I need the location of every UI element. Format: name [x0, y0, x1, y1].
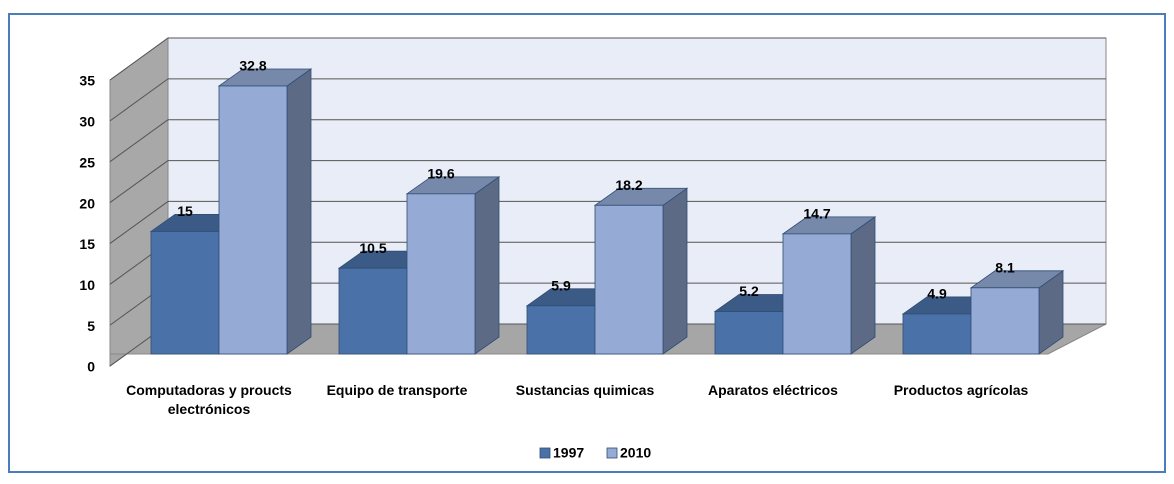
legend-swatch — [606, 447, 618, 459]
legend-label: 1997 — [553, 445, 584, 461]
bar — [217, 68, 313, 355]
bar-side — [474, 176, 500, 355]
bar-front — [970, 287, 1040, 355]
data-label: 32.8 — [239, 58, 266, 74]
bar-front — [782, 233, 852, 355]
bar-front — [594, 204, 664, 355]
bar-front — [526, 305, 596, 355]
side-grid-line — [109, 78, 169, 122]
y-tick-label: 5 — [87, 318, 95, 334]
bar-front — [902, 313, 972, 355]
y-tick-label: 10 — [79, 277, 95, 293]
side-grid-line — [109, 119, 169, 163]
bar — [969, 270, 1065, 355]
y-tick-label: 20 — [79, 195, 95, 211]
bar — [781, 216, 877, 355]
data-label: 5.9 — [551, 277, 571, 293]
bar-side — [286, 68, 312, 355]
side-grid-line — [109, 37, 169, 81]
bar-side — [662, 187, 688, 355]
legend-swatch — [539, 447, 551, 459]
x-tick-label: Aparatos eléctricos — [708, 382, 838, 398]
data-label: 10.5 — [359, 240, 386, 256]
data-label: 19.6 — [427, 166, 454, 182]
bar-front — [218, 85, 288, 355]
side-grid-line — [109, 201, 169, 244]
bar-front — [150, 231, 220, 355]
bar-front — [714, 311, 784, 355]
data-label: 14.7 — [803, 206, 830, 222]
bar-front — [406, 193, 476, 355]
bar — [405, 176, 501, 355]
x-tick-label: Productos agrícolas — [893, 382, 1029, 398]
legend-label: 2010 — [620, 445, 651, 461]
x-tick-label: Equipo de transporte — [326, 382, 468, 398]
data-label: 4.9 — [927, 286, 947, 302]
x-tick-label: Computadoras y proucts electrónicos — [126, 382, 292, 417]
data-label: 5.2 — [739, 283, 759, 299]
y-tick-label: 30 — [79, 114, 95, 130]
y-tick-label: 0 — [87, 359, 95, 375]
y-tick-label: 35 — [79, 73, 95, 89]
data-label: 15 — [177, 203, 193, 219]
y-tick-label: 25 — [79, 154, 95, 170]
side-grid-line — [109, 160, 169, 203]
data-label: 8.1 — [995, 260, 1015, 276]
bar — [593, 187, 689, 355]
bar-front — [338, 267, 408, 355]
x-tick-label: Sustancias quimicas — [515, 382, 655, 398]
data-label: 18.2 — [615, 177, 642, 193]
y-tick-label: 15 — [79, 236, 95, 252]
bar-side — [850, 216, 876, 355]
